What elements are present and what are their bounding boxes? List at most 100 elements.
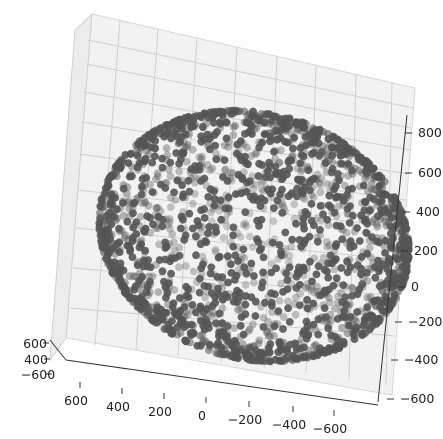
grid-line	[220, 46, 238, 363]
scatter-point	[323, 215, 332, 224]
scatter-point	[176, 138, 185, 146]
scatter-point	[132, 230, 141, 238]
scatter-point	[222, 118, 231, 127]
scatter-point	[184, 176, 193, 185]
scatter-point	[175, 167, 184, 176]
scatter-point	[328, 158, 337, 167]
scatter-point	[200, 214, 209, 222]
scatter-point	[289, 144, 297, 153]
scatter-point	[199, 123, 207, 132]
scatter-point	[188, 301, 197, 309]
scatter-point	[218, 273, 227, 281]
scatter-point	[325, 344, 333, 352]
scatter-point	[391, 253, 400, 262]
scatter-point	[292, 219, 300, 228]
scatter-point	[133, 261, 142, 270]
scatter-point	[375, 189, 384, 198]
left-axis-tick-label: −600	[21, 367, 55, 382]
scatter-point	[274, 307, 283, 315]
scatter-point	[259, 313, 268, 322]
scatter-point	[251, 312, 260, 320]
scatter-point	[314, 315, 323, 324]
scatter-point	[215, 206, 224, 215]
scatter-point	[158, 222, 167, 231]
scatter-point	[187, 123, 196, 131]
scatter-point	[154, 203, 162, 212]
scatter-point	[96, 209, 104, 217]
scatter-point	[295, 236, 304, 244]
scatter-point	[284, 192, 293, 201]
scatter-point	[292, 121, 301, 129]
scatter-point	[330, 265, 339, 274]
scatter-point	[171, 196, 180, 205]
scatter-point	[109, 212, 118, 221]
scatter-point	[266, 340, 275, 348]
scatter-point	[190, 172, 199, 180]
scatter-point	[362, 228, 371, 237]
scatter-point	[196, 341, 205, 350]
scatter-point	[208, 164, 217, 173]
scatter-point	[204, 113, 213, 122]
scatter-point	[236, 346, 245, 354]
scatter-point	[337, 159, 346, 168]
scatter-point	[375, 182, 384, 191]
scatter-point	[368, 321, 377, 330]
scatter-point	[300, 343, 308, 352]
scatter-point	[348, 166, 356, 175]
scatter-point	[240, 254, 249, 262]
scatter-point	[206, 166, 215, 174]
scatter-point	[267, 298, 276, 307]
scatter-point	[197, 177, 205, 185]
right-axis-tick-label: 600	[418, 165, 442, 180]
scatter-point	[328, 151, 337, 160]
scatter-point	[264, 317, 272, 326]
scatter-point	[218, 319, 227, 328]
scatter-point	[230, 336, 239, 345]
scatter-point	[165, 165, 173, 174]
scatter-point	[268, 238, 277, 247]
scatter-point	[275, 296, 284, 305]
scatter-point	[192, 251, 200, 260]
scatter-point	[335, 176, 343, 185]
scatter-point	[257, 244, 265, 253]
scatter-point	[287, 243, 296, 251]
scatter-point	[129, 209, 137, 218]
scatter-point	[390, 290, 399, 299]
scatter-point	[240, 263, 249, 272]
scatter-point	[242, 269, 251, 278]
scatter-point	[248, 243, 257, 252]
scatter-point	[357, 253, 366, 261]
scatter-point	[307, 217, 316, 225]
scatter-point	[233, 140, 242, 149]
scatter-point	[384, 256, 393, 265]
scatter-point	[381, 236, 390, 245]
scatter-point	[158, 267, 167, 276]
scatter-point	[205, 223, 214, 231]
scatter-point	[324, 259, 333, 268]
scatter-point	[170, 286, 179, 294]
scatter-point	[270, 204, 278, 213]
scatter-point	[357, 270, 365, 279]
scatter-point	[141, 299, 150, 308]
scatter-point	[355, 237, 364, 245]
scatter-point	[321, 159, 330, 167]
right-axis-tick-label: 0	[411, 279, 419, 294]
scatter-point	[218, 279, 227, 287]
scatter-point	[210, 195, 219, 203]
scatter-point	[289, 351, 297, 360]
scatter-point	[189, 267, 198, 276]
scatter-point	[261, 173, 270, 181]
scatter-point	[334, 202, 343, 211]
scatter-point	[237, 189, 246, 198]
bottom-axis: 600 400 200 0 −200 −400 −600	[64, 359, 379, 436]
scatter-point	[359, 321, 368, 330]
scatter-point	[374, 256, 382, 265]
scatter-point	[278, 209, 287, 217]
scatter-point	[255, 336, 264, 345]
scatter-point	[309, 288, 318, 297]
scatter-point	[239, 245, 248, 254]
scatter-point	[309, 193, 318, 202]
scatter-point	[149, 220, 157, 229]
